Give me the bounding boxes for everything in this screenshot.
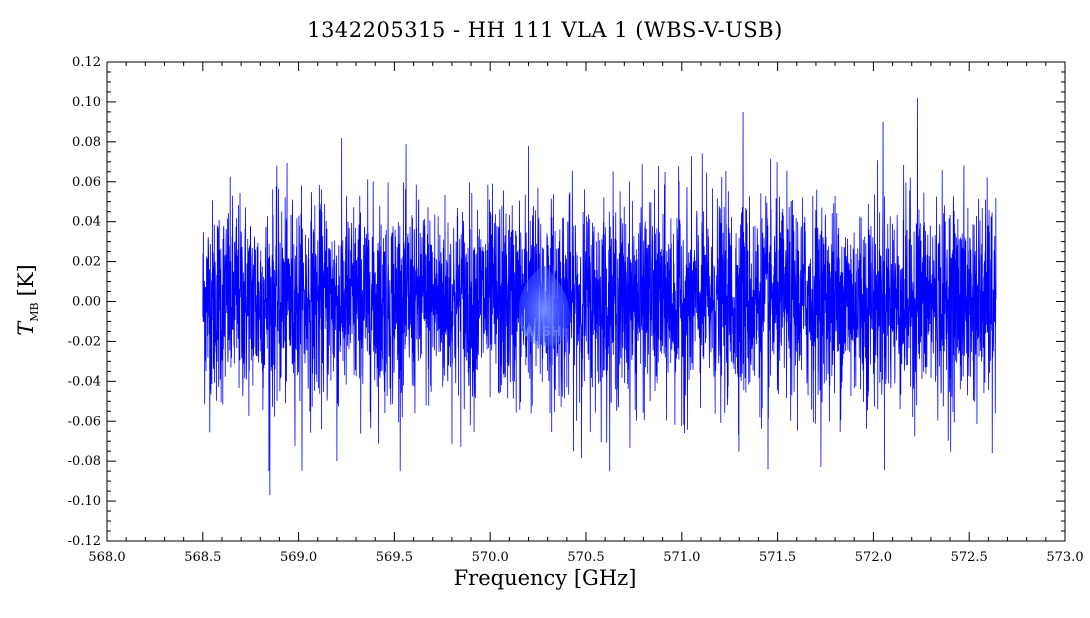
spectrum-series [202,97,997,496]
x-tick-label: 569.5 [376,550,413,565]
y-tick-label: -0.12 [68,534,101,549]
x-tick-label: 572.5 [951,550,988,565]
y-tick-label: -0.10 [68,494,101,509]
y-tick-label: 0.08 [72,135,101,150]
x-tick-label: 570.0 [472,550,509,565]
wish-watermark-logo: WISH [518,265,570,347]
y-tick-label: 0.04 [72,215,101,230]
y-tick-label: -0.06 [68,414,101,429]
x-axis-ticks: 568.0 568.5 569.0 569.5 570.0 570.5 571.0 571.5… [88,62,1084,565]
y-tick-label: -0.02 [68,334,101,349]
x-tick-label: 568.0 [88,550,125,565]
watermark-text: WISH [522,325,561,340]
y-tick-label: -0.08 [68,454,101,469]
y-tick-label: 0.12 [72,55,101,70]
y-axis-symbol: T [14,321,38,336]
spectrum-line [202,97,997,496]
y-tick-label: -0.04 [68,374,101,389]
x-tick-label: 568.5 [184,550,221,565]
x-tick-label: 572.0 [855,550,892,565]
y-axis-ticks: -0.12 -0.10 -0.08 -0.06 -0.04 -0.02 0.00 0.02 0.… [68,55,1065,549]
x-tick-label: 569.0 [280,550,317,565]
y-axis-subscript: MB [28,302,41,322]
y-tick-label: 0.06 [72,175,101,190]
y-axis-label: TMB [K] [14,264,41,336]
y-axis-unit: [K] [14,264,38,297]
x-tick-label: 571.0 [663,550,700,565]
y-tick-label: 0.00 [72,295,101,310]
chart-title: 1342205315 - HH 111 VLA 1 (WBS-V-USB) [307,18,783,42]
y-tick-label: 0.02 [72,255,101,270]
x-tick-label: 570.5 [567,550,604,565]
x-axis-label: Frequency [GHz] [453,566,637,590]
x-tick-label: 573.0 [1046,550,1083,565]
x-tick-label: 571.5 [759,550,796,565]
y-tick-label: 0.10 [72,95,101,110]
